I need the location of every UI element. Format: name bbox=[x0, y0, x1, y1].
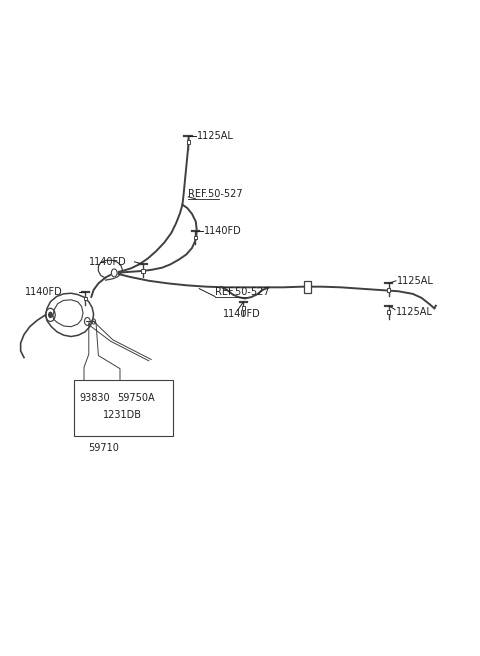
Text: 1125AL: 1125AL bbox=[397, 276, 434, 286]
Text: 1140FD: 1140FD bbox=[204, 226, 242, 236]
Bar bbox=[84, 297, 87, 300]
Text: 59710: 59710 bbox=[88, 443, 119, 453]
Text: 1231DB: 1231DB bbox=[103, 409, 142, 420]
Bar bbox=[187, 140, 190, 144]
Circle shape bbox=[48, 312, 53, 318]
Text: REF.50-527: REF.50-527 bbox=[188, 189, 243, 199]
Text: 59750A: 59750A bbox=[118, 393, 155, 403]
Text: 1140FD: 1140FD bbox=[223, 308, 261, 319]
Circle shape bbox=[92, 319, 96, 324]
Text: 93830: 93830 bbox=[79, 393, 110, 403]
Text: 1125AL: 1125AL bbox=[396, 307, 433, 318]
Bar bbox=[142, 269, 144, 273]
Circle shape bbox=[111, 269, 117, 277]
Bar bbox=[242, 306, 245, 310]
Bar bbox=[387, 310, 390, 314]
Text: 1125AL: 1125AL bbox=[197, 131, 234, 141]
Bar bbox=[74, 380, 173, 436]
Bar bbox=[387, 288, 390, 292]
Text: 1140FD: 1140FD bbox=[89, 256, 127, 267]
Text: REF.50-527: REF.50-527 bbox=[215, 287, 270, 297]
Text: 1140FD: 1140FD bbox=[25, 287, 63, 297]
Bar bbox=[194, 236, 197, 239]
Bar bbox=[304, 281, 311, 293]
